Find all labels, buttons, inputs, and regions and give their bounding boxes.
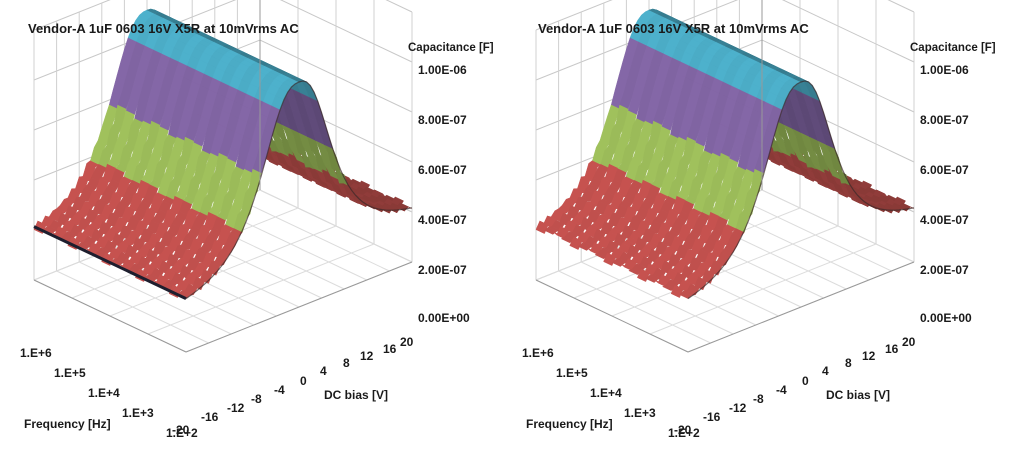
x-tick-label: -16 bbox=[703, 410, 721, 424]
chart-panel-right: Vendor-A 1uF 0603 16V X5R at 10mVrms AC … bbox=[502, 0, 1014, 469]
y-tick-label: 1.E+4 bbox=[590, 386, 622, 400]
x-tick-label: 4 bbox=[320, 364, 327, 378]
y-tick-label: 1.E+3 bbox=[624, 406, 656, 420]
z-gridline bbox=[33, 0, 413, 31]
x-tick-label: 12 bbox=[862, 349, 876, 363]
chart-title: Vendor-A 1uF 0603 16V X5R at 10mVrms AC bbox=[28, 21, 299, 36]
y-tick-label: 1.E+2 bbox=[668, 426, 700, 440]
z-tick-label: 6.00E-07 bbox=[920, 163, 969, 177]
z-tick-label: 2.00E-07 bbox=[418, 263, 467, 277]
x-tick-label: 16 bbox=[383, 342, 397, 356]
y-tick-label: 1.E+6 bbox=[20, 346, 52, 360]
z-tick-label: 6.00E-07 bbox=[418, 163, 467, 177]
surface-plot-svg bbox=[535, 0, 915, 353]
z-tick-label: 4.00E-07 bbox=[920, 213, 969, 227]
x-tick-label: 4 bbox=[822, 364, 829, 378]
z-gridline bbox=[33, 0, 413, 81]
y-tick-label: 1.E+4 bbox=[88, 386, 120, 400]
y-tick-label: 1.E+3 bbox=[122, 406, 154, 420]
y-tick-label: 1.E+2 bbox=[166, 426, 198, 440]
x-tick-label: 8 bbox=[343, 356, 350, 370]
z-axis-title: Capacitance [F] bbox=[408, 42, 494, 54]
z-axis-title: Capacitance [F] bbox=[910, 42, 996, 54]
x-axis-title: DC bias [V] bbox=[826, 388, 891, 402]
x-axis-title: DC bias [V] bbox=[324, 388, 389, 402]
y-axis-title: Frequency [Hz] bbox=[24, 417, 111, 431]
z-gridline bbox=[535, 0, 915, 81]
y-tick-label: 1.E+6 bbox=[522, 346, 554, 360]
x-tick-label: 0 bbox=[300, 374, 307, 388]
z-tick-label: 1.00E-06 bbox=[418, 63, 467, 77]
x-tick-label: -12 bbox=[729, 401, 747, 415]
x-axis-line bbox=[185, 261, 413, 353]
x-tick-label: -20 bbox=[674, 423, 692, 437]
z-tick-label: 8.00E-07 bbox=[418, 113, 467, 127]
z-tick-label: 2.00E-07 bbox=[920, 263, 969, 277]
surface-front-edge bbox=[185, 80, 413, 300]
surface-plot-svg bbox=[33, 0, 413, 353]
x-tick-label: -4 bbox=[776, 383, 787, 397]
z-tick-label: 4.00E-07 bbox=[418, 213, 467, 227]
z-tick-label: 1.00E-06 bbox=[920, 63, 969, 77]
x-tick-label: 20 bbox=[902, 335, 916, 349]
x-tick-label: -12 bbox=[227, 401, 245, 415]
floor-gridline bbox=[147, 243, 375, 335]
x-axis-line bbox=[687, 261, 915, 353]
z-gridline bbox=[535, 0, 915, 31]
y-axis-line bbox=[535, 279, 689, 353]
x-tick-label: 8 bbox=[845, 356, 852, 370]
y-axis-title: Frequency [Hz] bbox=[526, 417, 613, 431]
x-tick-label: 16 bbox=[885, 342, 899, 356]
z-tick-label: 0.00E+00 bbox=[920, 311, 972, 325]
x-tick-label: -8 bbox=[251, 392, 262, 406]
y-axis-line bbox=[33, 279, 187, 353]
surface-front-edge bbox=[687, 80, 915, 300]
x-tick-label: -16 bbox=[201, 410, 219, 424]
floor-gridline bbox=[611, 225, 839, 317]
x-tick-label: -8 bbox=[753, 392, 764, 406]
z-tick-label: 0.00E+00 bbox=[418, 311, 470, 325]
y-tick-label: 1.E+5 bbox=[54, 366, 86, 380]
x-tick-label: 0 bbox=[802, 374, 809, 388]
z-tick-label: 8.00E-07 bbox=[920, 113, 969, 127]
chart-panel-left: Vendor-A 1uF 0603 16V X5R at 10mVrms AC … bbox=[20, 0, 494, 440]
floor-gridline bbox=[109, 225, 337, 317]
x-tick-label: -20 bbox=[172, 423, 190, 437]
floor-gridline bbox=[649, 243, 877, 335]
x-tick-label: 20 bbox=[400, 335, 414, 349]
surface-side-edge bbox=[33, 225, 187, 300]
chart-title: Vendor-A 1uF 0603 16V X5R at 10mVrms AC bbox=[538, 21, 809, 36]
y-tick-label: 1.E+5 bbox=[556, 366, 588, 380]
x-tick-label: -4 bbox=[274, 383, 285, 397]
x-tick-label: 12 bbox=[360, 349, 374, 363]
